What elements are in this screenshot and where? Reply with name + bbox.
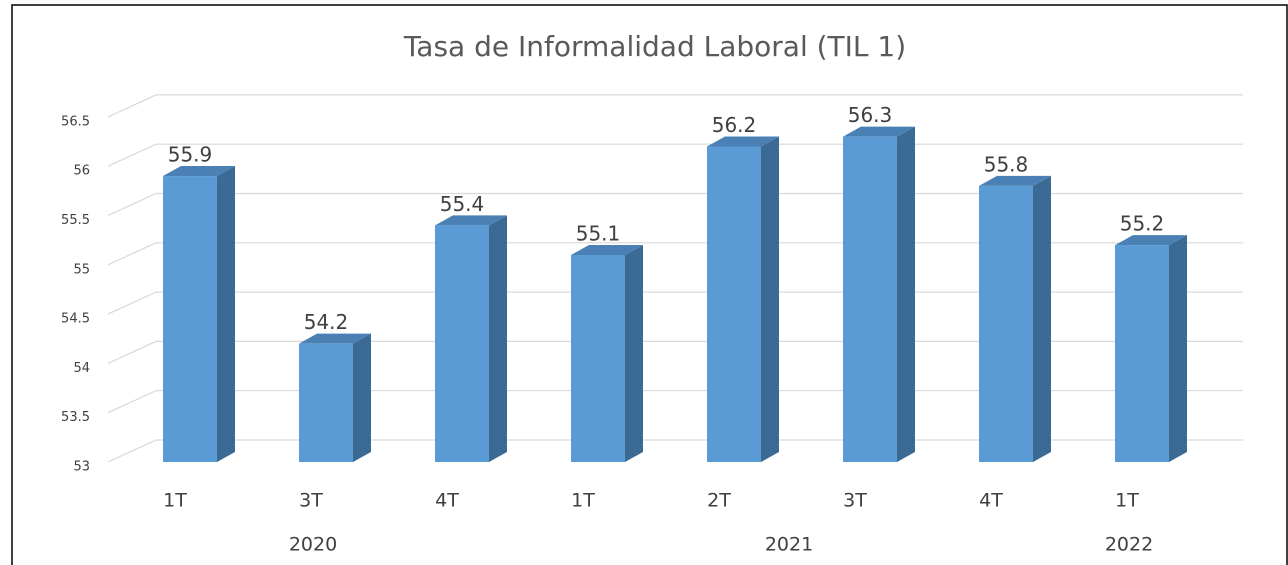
data-label: 55.2 bbox=[1120, 212, 1165, 236]
bar-side bbox=[1033, 175, 1051, 463]
data-label: 55.1 bbox=[576, 221, 621, 245]
bar-top bbox=[979, 175, 1051, 186]
bar bbox=[163, 176, 217, 462]
bar-side bbox=[1169, 235, 1187, 462]
grid-line bbox=[107, 94, 1243, 118]
y-tick-label: 55.5 bbox=[61, 213, 90, 228]
x-tick-label: 1T bbox=[571, 490, 595, 512]
bar bbox=[435, 225, 489, 462]
y-tick-label: 55 bbox=[73, 262, 90, 277]
group-label: 2020 bbox=[289, 534, 337, 556]
bar bbox=[571, 254, 625, 462]
y-tick-label: 56 bbox=[73, 164, 90, 179]
y-tick-label: 53 bbox=[73, 460, 90, 475]
bar-top bbox=[163, 166, 235, 177]
x-tick-label: 4T bbox=[435, 490, 459, 512]
bar-side bbox=[217, 166, 235, 462]
y-tick-label: 54 bbox=[73, 361, 90, 376]
data-label: 55.4 bbox=[440, 192, 485, 216]
bar-top bbox=[435, 215, 507, 226]
data-label: 56.3 bbox=[848, 103, 893, 127]
x-tick-label: 1T bbox=[1115, 490, 1139, 512]
bar-top bbox=[299, 333, 371, 344]
bar bbox=[299, 343, 353, 462]
y-tick-label: 56.5 bbox=[61, 114, 90, 129]
bar-side bbox=[761, 136, 779, 463]
bar-side bbox=[897, 126, 915, 463]
group-label: 2022 bbox=[1105, 534, 1153, 556]
x-tick-label: 3T bbox=[299, 490, 323, 512]
data-label: 56.2 bbox=[712, 113, 757, 137]
bar bbox=[979, 185, 1033, 463]
data-label: 55.9 bbox=[168, 143, 213, 167]
data-label: 54.2 bbox=[304, 310, 349, 334]
bar bbox=[1115, 245, 1169, 462]
y-tick-label: 53.5 bbox=[61, 410, 90, 425]
x-tick-label: 3T bbox=[843, 490, 867, 512]
x-tick-label: 1T bbox=[163, 490, 187, 512]
y-tick-label: 54.5 bbox=[61, 312, 90, 327]
chart-title: Tasa de Informalidad Laboral (TIL 1) bbox=[403, 30, 906, 63]
bar-side bbox=[625, 244, 643, 462]
bar-side bbox=[353, 333, 371, 462]
bar-top bbox=[707, 136, 779, 147]
bar-top bbox=[1115, 235, 1187, 246]
bar-side bbox=[489, 215, 507, 462]
bar-top bbox=[571, 244, 643, 255]
bar bbox=[843, 136, 897, 462]
bar bbox=[707, 146, 761, 463]
group-label: 2021 bbox=[765, 534, 813, 556]
bar-top bbox=[843, 126, 915, 137]
data-label: 55.8 bbox=[984, 152, 1029, 176]
x-tick-label: 2T bbox=[707, 490, 731, 512]
x-tick-label: 4T bbox=[979, 490, 1003, 512]
